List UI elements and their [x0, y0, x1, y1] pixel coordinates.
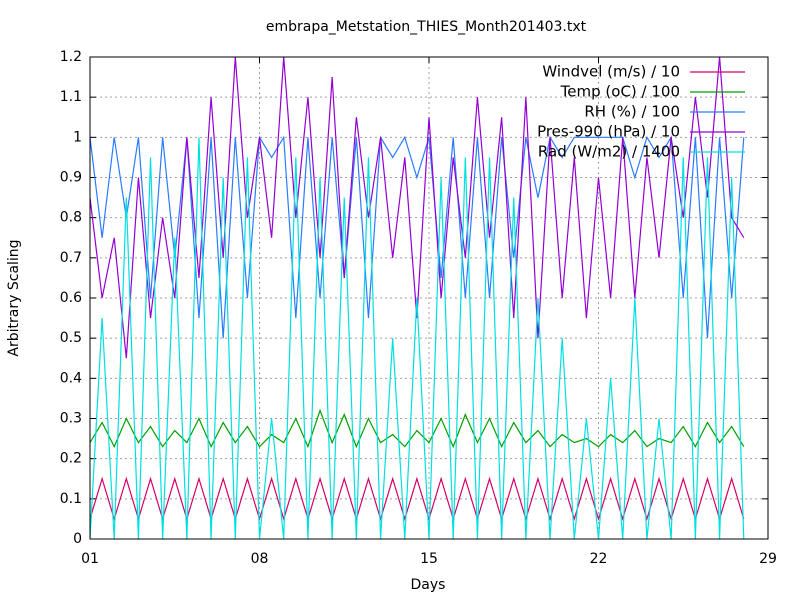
x-tick-label: 22 — [590, 551, 608, 567]
x-axis-label: Days — [411, 577, 446, 593]
chart-title: embrapa_Metstation_THIES_Month201403.txt — [266, 19, 587, 35]
y-tick-label: 0.7 — [60, 250, 82, 266]
x-tick-label: 08 — [251, 551, 269, 567]
legend-label: Windvel (m/s) / 10 — [542, 63, 680, 81]
series-line — [90, 476, 745, 521]
y-tick-label: 1 — [73, 129, 82, 145]
series-line — [90, 137, 745, 539]
plot-border — [89, 56, 769, 540]
legend-label: Pres-990 (hPa) / 10 — [537, 123, 680, 141]
y-tick-label: 0.2 — [60, 451, 82, 467]
x-tick-label: 01 — [81, 551, 99, 567]
legend-label: Temp (oC) / 100 — [560, 83, 680, 101]
series-line — [90, 135, 745, 339]
y-axis-label: Arbitrary Scaling — [6, 239, 22, 356]
y-tick-label: 0 — [73, 531, 82, 547]
y-tick-label: 0.6 — [60, 290, 82, 306]
legend-label: RH (%) / 100 — [584, 103, 680, 121]
y-tick-label: 0.9 — [60, 170, 82, 186]
legend-label: Rad (W/m2) / 1400 — [538, 143, 680, 161]
series-line — [90, 408, 745, 449]
x-tick-label: 29 — [759, 551, 777, 567]
y-tick-label: 0.5 — [60, 330, 82, 346]
x-tick-label: 15 — [420, 551, 438, 567]
y-tick-label: 0.1 — [60, 491, 82, 507]
plot-area — [90, 57, 745, 539]
y-tick-label: 0.4 — [60, 370, 82, 386]
y-tick-label: 1.1 — [60, 89, 82, 105]
y-tick-label: 0.3 — [60, 411, 82, 427]
y-tick-label: 1.2 — [60, 49, 82, 65]
y-tick-label: 0.8 — [60, 210, 82, 226]
